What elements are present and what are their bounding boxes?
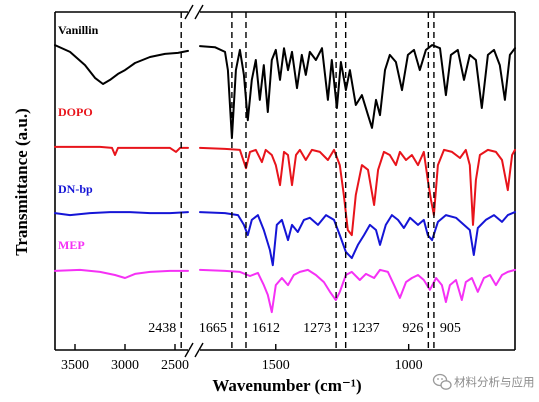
plot-frame: [54, 4, 516, 358]
x-tick-label-2500: 2500: [161, 358, 189, 373]
series-label-dn-bp: DN-bp: [58, 182, 93, 196]
x-tick-label-3500: 3500: [61, 358, 89, 373]
ref-label-926: 926: [402, 321, 423, 336]
y-axis-title: Transmittance (a.u.): [12, 108, 31, 255]
series-line-mep-right: [199, 268, 516, 314]
ref-label-1273: 1273: [303, 321, 331, 336]
ref-label-1237: 1237: [352, 321, 380, 336]
watermark: 材料分析与应用: [432, 373, 535, 390]
watermark-text: 材料分析与应用: [454, 375, 535, 389]
reference-lines: 2438 1665 1612 1273 1237 926 905: [148, 12, 461, 348]
x-tick-label-1000: 1000: [395, 358, 423, 373]
series-line-mep-left: [54, 268, 189, 279]
x-axis-title: Wavenumber (cm⁻¹): [212, 376, 361, 395]
ref-label-1612: 1612: [252, 321, 280, 336]
x-tick-label-1500: 1500: [262, 358, 290, 373]
ref-label-1665: 1665: [199, 321, 227, 336]
series-line-vanillin-right: [199, 44, 516, 140]
series-label-dopo: DOPO: [58, 105, 93, 119]
axis-break-mark-bottom-1: [184, 342, 194, 358]
x-axis-ticks: 3500 3000 2500 1500 1000: [61, 344, 423, 373]
series-line-vanillin-left: [54, 44, 189, 85]
ref-label-2438: 2438: [148, 321, 176, 336]
series-labels: Vanillin DOPO DN-bp MEP: [58, 23, 99, 252]
series-label-vanillin: Vanillin: [58, 23, 99, 37]
axis-break-mark-top-1: [184, 4, 194, 20]
axis-break-mark-top-2: [194, 4, 204, 20]
x-tick-label-3000: 3000: [111, 358, 139, 373]
series-line-dn-bp-right: [199, 211, 516, 267]
series-label-mep: MEP: [58, 238, 85, 252]
ref-label-905: 905: [440, 321, 461, 336]
axis-break-mark-bottom-2: [194, 342, 204, 358]
series-line-dn-bp-left: [54, 211, 189, 217]
series-layer: [54, 44, 516, 314]
series-line-dopo-left: [54, 145, 189, 156]
wechat-icon: [432, 373, 452, 390]
series-line-dopo-right: [199, 146, 516, 237]
